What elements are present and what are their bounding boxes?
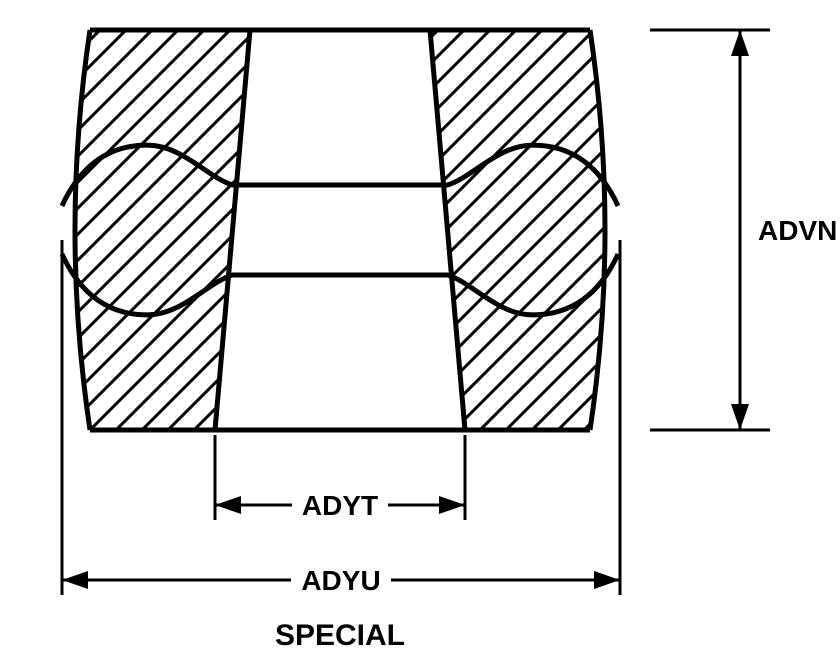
adyt-arrow-right — [439, 496, 465, 514]
adyu-arrow-left — [62, 571, 88, 589]
adyt-label: ADYT — [302, 490, 378, 521]
technical-diagram: ADVN ADYT ADYU SPECIAL — [0, 0, 840, 668]
adyt-arrow-left — [215, 496, 241, 514]
advn-arrow-top — [731, 30, 749, 56]
diagram-title: SPECIAL — [275, 619, 405, 652]
adyu-label: ADYU — [301, 565, 380, 596]
inner-bore-right — [430, 30, 465, 430]
hatch-right — [0, 0, 840, 668]
advn-label: ADVN — [758, 215, 837, 246]
reinforcement-wire-lower — [62, 254, 618, 315]
adyu-arrow-right — [594, 571, 620, 589]
hatch-left — [0, 0, 840, 668]
reinforcement-wire-upper — [62, 145, 618, 206]
advn-arrow-bottom — [731, 404, 749, 430]
